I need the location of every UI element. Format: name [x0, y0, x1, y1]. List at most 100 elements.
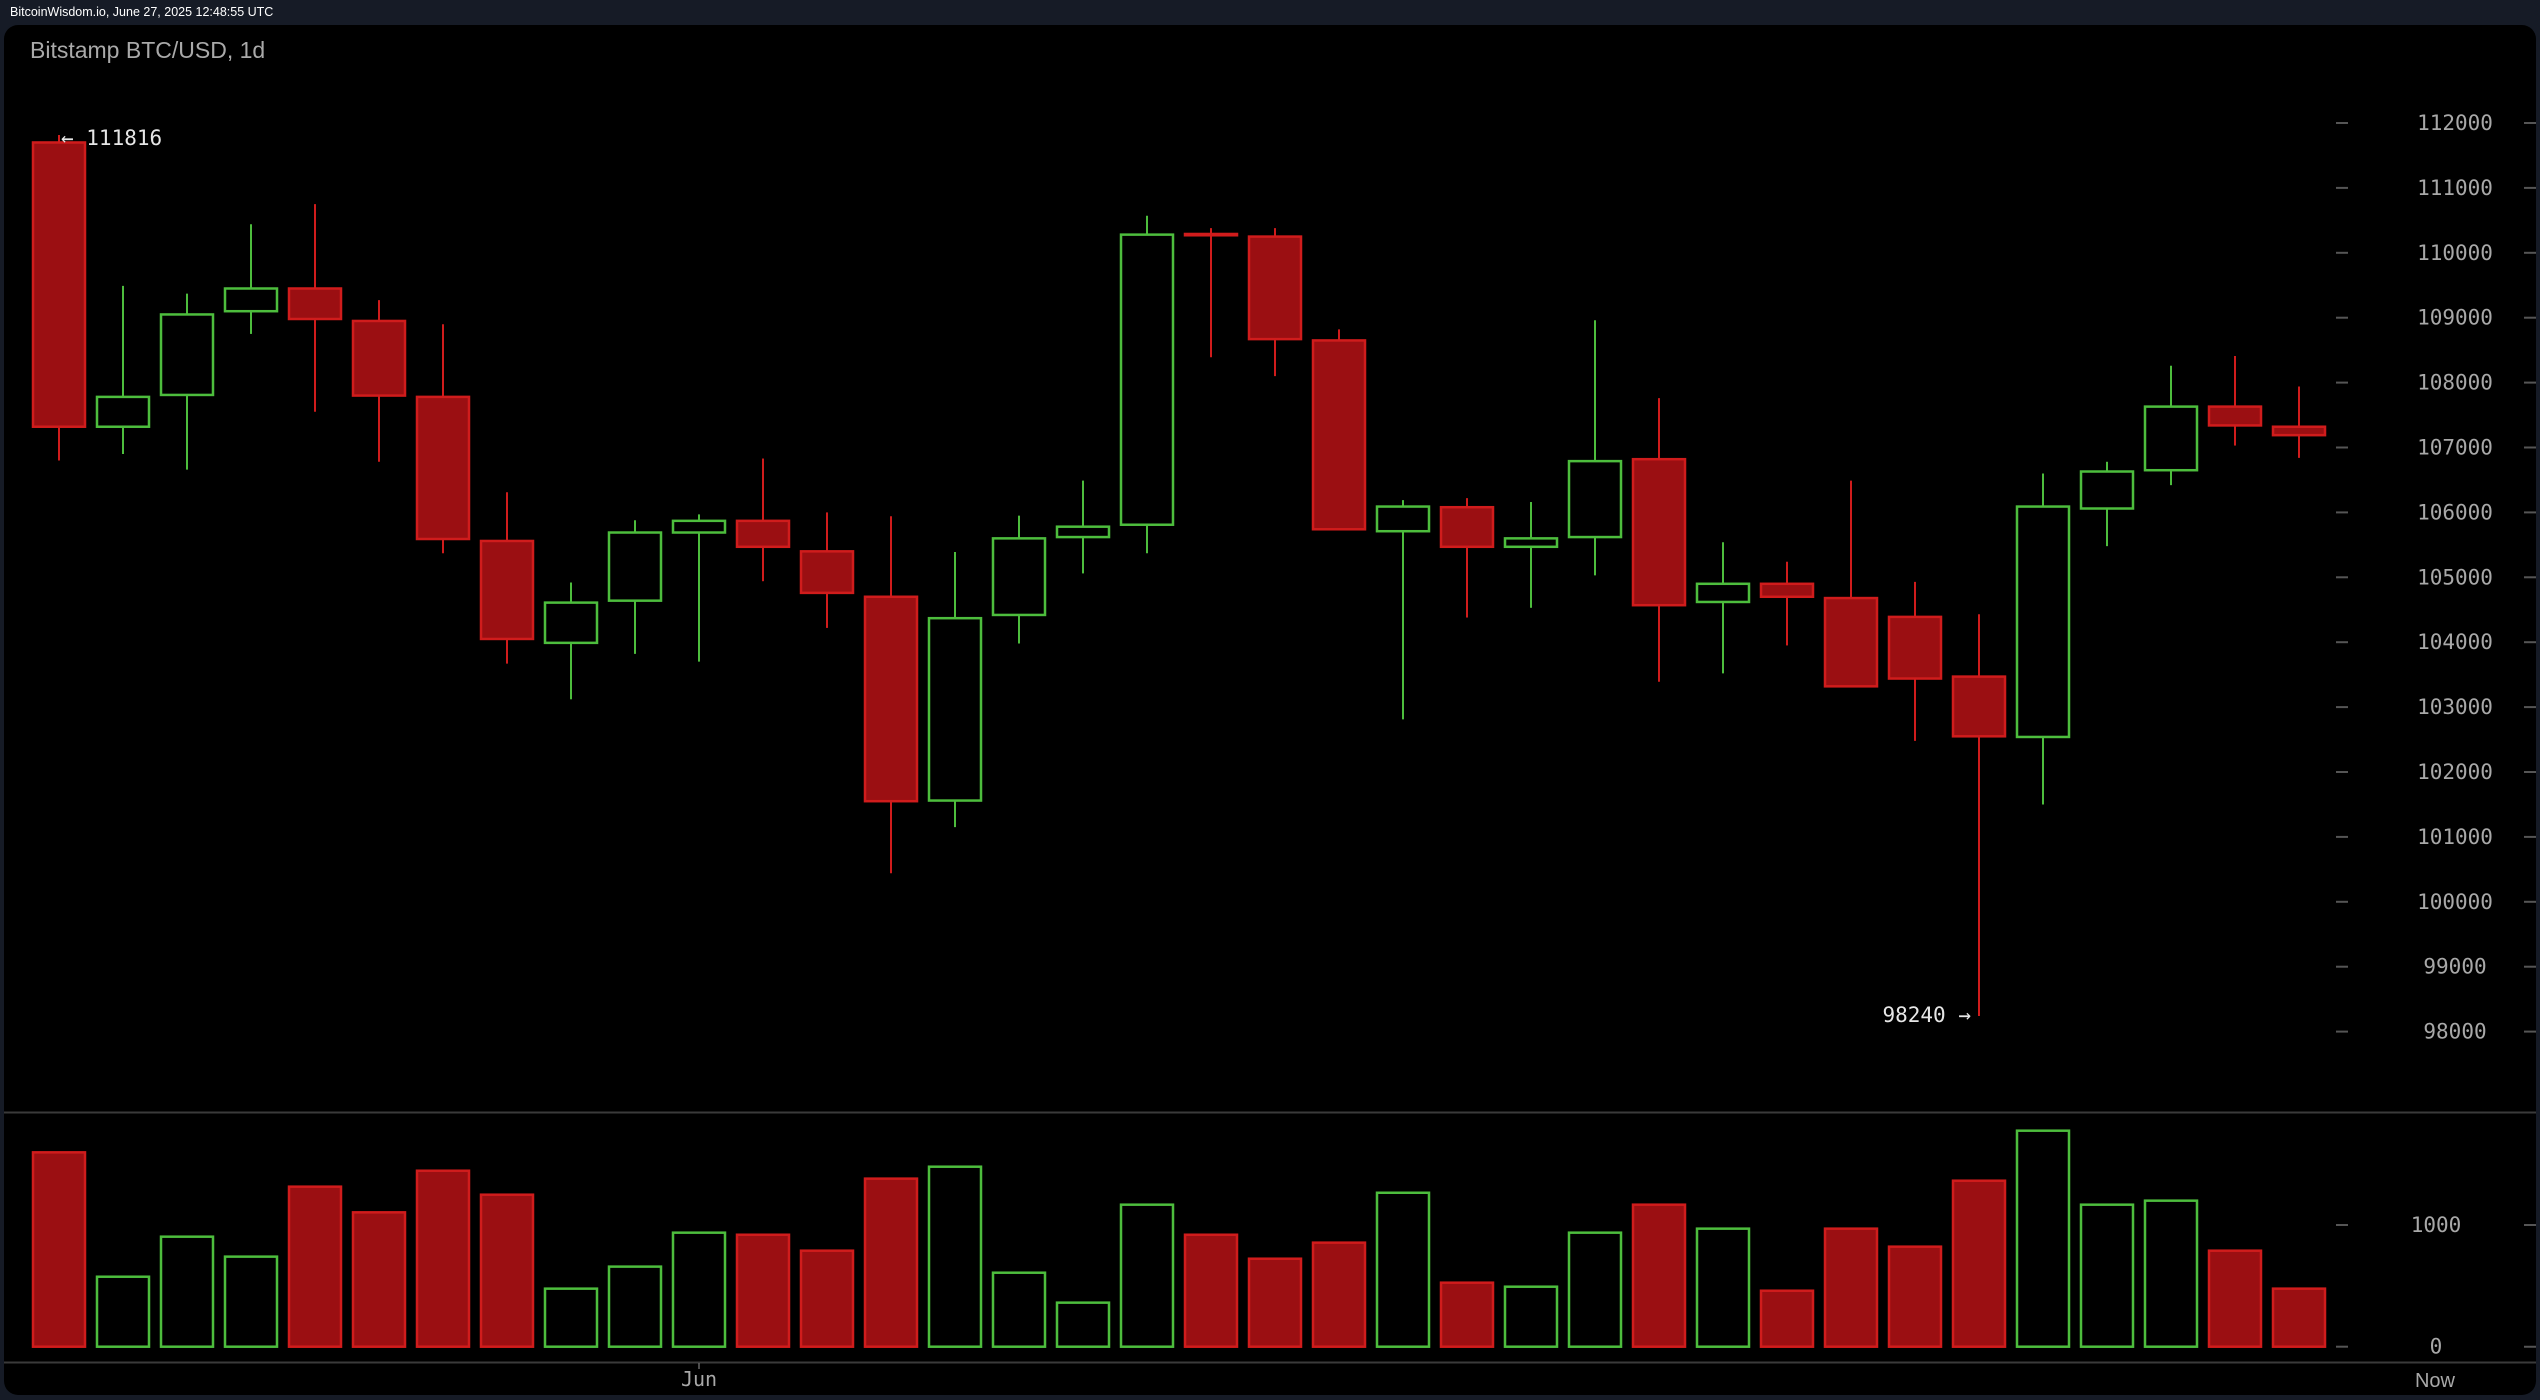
volume-bar-down	[415, 1169, 471, 1348]
candle-down	[2271, 386, 2327, 458]
candle-down	[415, 324, 471, 554]
volume-bar-up	[223, 1255, 279, 1348]
candle-down	[1311, 329, 1367, 531]
candle-up	[1055, 480, 1111, 574]
time-axis: Jun Now	[681, 1363, 2456, 1392]
volume-bar-down	[479, 1193, 535, 1348]
volume-bar-up	[1375, 1191, 1431, 1348]
volume-bar-up	[1055, 1301, 1111, 1348]
candle-body	[1631, 457, 1687, 607]
candle-down	[479, 492, 535, 664]
candle-body	[799, 550, 855, 595]
price-tick-label: 98000	[2423, 1020, 2486, 1044]
candle-down	[1439, 498, 1495, 618]
price-tick-label: 100000	[2417, 890, 2493, 914]
candle-body	[1823, 596, 1879, 688]
candle-body	[1695, 582, 1751, 604]
candle-down	[1759, 561, 1815, 646]
candle-body	[1247, 235, 1303, 341]
candle-up	[607, 520, 663, 654]
volume-bar-up	[159, 1235, 215, 1348]
volume-bar-down	[863, 1177, 919, 1348]
chart-title: Bitstamp BTC/USD, 1d	[30, 37, 266, 63]
volume-bar-down	[1887, 1245, 1943, 1348]
candle-body	[2143, 405, 2199, 472]
candle-body	[223, 287, 279, 313]
volume-bar-up	[671, 1231, 727, 1348]
time-label-jun: Jun	[681, 1367, 717, 1391]
price-tick-label: 105000	[2417, 565, 2493, 589]
candle-down	[2207, 355, 2263, 446]
price-candles	[31, 134, 2327, 1017]
candle-down	[1887, 581, 1943, 741]
candle-body	[479, 539, 535, 641]
volume-tick-label: 1000	[2411, 1213, 2462, 1237]
candlestick-chart[interactable]: 112000 111000 110000 109000 108000 107000 1060…	[4, 25, 2536, 1395]
candle-up	[991, 515, 1047, 644]
volume-bar-down	[1631, 1203, 1687, 1348]
candle-body	[1567, 459, 1623, 539]
candle-up	[543, 582, 599, 700]
candle-down	[863, 516, 919, 874]
volume-bar-down	[1951, 1179, 2007, 1348]
volume-bar-up	[543, 1287, 599, 1348]
candle-up	[159, 293, 215, 470]
candle-body	[1375, 505, 1431, 533]
price-tick-label: 101000	[2417, 825, 2493, 849]
candle-up	[2143, 365, 2199, 486]
candle-down	[799, 512, 855, 628]
price-tick-label: 112000	[2417, 111, 2493, 135]
volume-bar-up	[1695, 1227, 1751, 1348]
candle-up	[2015, 473, 2071, 805]
volume-bar-up	[2015, 1129, 2071, 1348]
volume-bar-up	[1503, 1285, 1559, 1348]
candle-down	[1951, 614, 2007, 1017]
candle-up	[1119, 215, 1175, 554]
candle-body	[2207, 405, 2263, 427]
volume-bar-down	[735, 1233, 791, 1348]
chart-panel[interactable]: Bitstamp BTC/USD, 1d 112000 111000 110000 1…	[4, 25, 2536, 1395]
price-tick-label: 99000	[2423, 955, 2486, 979]
low-annotation: 98240 →	[1882, 1003, 1971, 1027]
candle-down	[1823, 480, 1879, 688]
price-tick-label: 102000	[2417, 760, 2493, 784]
price-tick-label: 110000	[2417, 241, 2493, 265]
high-annotation: ← 111816	[61, 126, 162, 150]
candle-body	[607, 531, 663, 602]
price-tick-label: 104000	[2417, 630, 2493, 654]
candle-body	[2271, 425, 2327, 437]
price-tick-label: 109000	[2417, 306, 2493, 330]
candle-down	[287, 204, 343, 412]
volume-bars	[31, 1129, 2327, 1348]
candle-body	[1759, 582, 1815, 599]
volume-bar-up	[1567, 1231, 1623, 1348]
price-tick-label: 106000	[2417, 500, 2493, 524]
volume-bar-down	[31, 1151, 87, 1348]
candle-body	[351, 319, 407, 397]
candle-body	[671, 519, 727, 534]
candle-up	[95, 285, 151, 454]
volume-bar-down	[2207, 1249, 2263, 1348]
candle-down	[351, 300, 407, 462]
candle-up	[1567, 320, 1623, 576]
candle-body	[1887, 615, 1943, 680]
candle-down	[1183, 228, 1239, 358]
volume-bar-up	[607, 1265, 663, 1348]
candle-body	[735, 519, 791, 549]
volume-bar-up	[2143, 1199, 2199, 1348]
candle-body	[1311, 339, 1367, 531]
candle-body	[415, 395, 471, 541]
candle-body	[2079, 470, 2135, 510]
volume-bar-down	[799, 1249, 855, 1348]
candle-up	[2079, 461, 2135, 547]
candle-body	[1503, 537, 1559, 549]
candle-body	[927, 616, 983, 802]
volume-bar-down	[1247, 1257, 1303, 1348]
candle-body	[1119, 233, 1175, 526]
volume-bar-up	[2079, 1203, 2135, 1348]
price-tick-label: 111000	[2417, 176, 2493, 200]
candle-down	[1247, 228, 1303, 377]
candle-up	[1503, 502, 1559, 608]
volume-bar-down	[1439, 1281, 1495, 1348]
time-label-now: Now	[2415, 1370, 2456, 1392]
